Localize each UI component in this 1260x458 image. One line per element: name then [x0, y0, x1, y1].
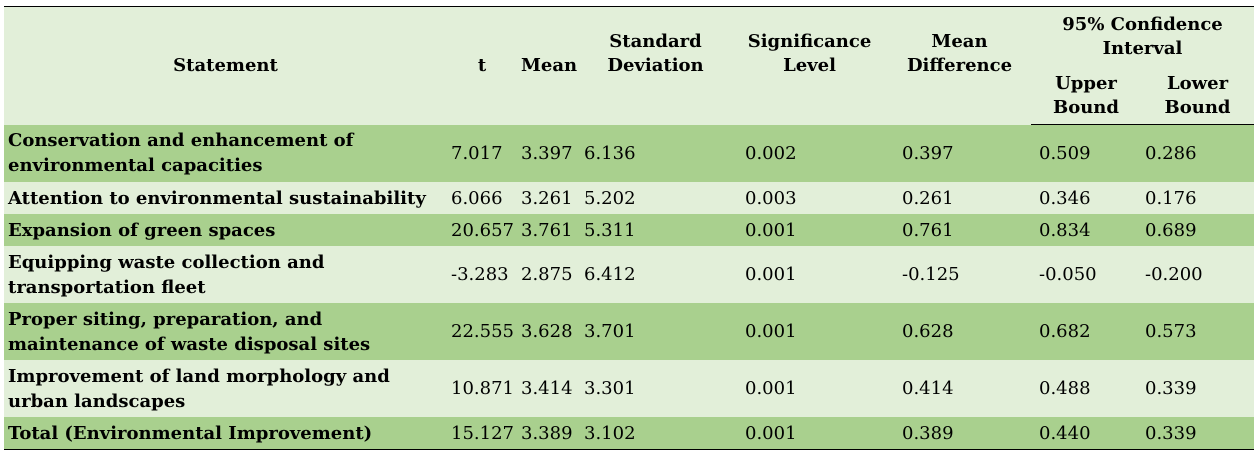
results-table-container: Statement t Mean Standard Deviation Sign… — [4, 6, 1255, 450]
header-upper-bound: Upper Bound — [1031, 67, 1141, 125]
mean-cell: 3.628 — [517, 303, 580, 360]
sd-cell: 5.202 — [580, 182, 731, 214]
sd-cell: 3.301 — [580, 360, 731, 417]
table-row: Proper siting, preparation, and maintena… — [4, 303, 1255, 360]
md-cell: 0.414 — [888, 360, 1031, 417]
mean-cell: 3.261 — [517, 182, 580, 214]
header-t: t — [447, 6, 517, 125]
lower-cell: 0.573 — [1141, 303, 1255, 360]
table-header: Statement t Mean Standard Deviation Sign… — [4, 6, 1255, 125]
mean-cell: 2.875 — [517, 246, 580, 303]
table-row: Attention to environmental sustainabilit… — [4, 182, 1255, 214]
statement-cell: Equipping waste collection and transport… — [4, 246, 447, 303]
statement-cell: Proper siting, preparation, and maintena… — [4, 303, 447, 360]
statement-cell: Conservation and enhancement of environm… — [4, 124, 447, 182]
sd-cell: 6.136 — [580, 124, 731, 182]
mean-cell: 3.761 — [517, 214, 580, 246]
sig-cell: 0.001 — [731, 417, 888, 450]
lower-cell: -0.200 — [1141, 246, 1255, 303]
upper-cell: 0.682 — [1031, 303, 1141, 360]
md-cell: 0.761 — [888, 214, 1031, 246]
table-body: Conservation and enhancement of environm… — [4, 124, 1255, 450]
md-cell: 0.397 — [888, 124, 1031, 182]
results-table: Statement t Mean Standard Deviation Sign… — [4, 6, 1255, 450]
statement-cell: Improvement of land morphology and urban… — [4, 360, 447, 417]
md-cell: -0.125 — [888, 246, 1031, 303]
mean-cell: 3.389 — [517, 417, 580, 450]
t-cell: 7.017 — [447, 124, 517, 182]
upper-cell: 0.346 — [1031, 182, 1141, 214]
header-significance-level: Significance Level — [731, 6, 888, 125]
header-lower-bound: Lower Bound — [1141, 67, 1255, 125]
table-row: Conservation and enhancement of environm… — [4, 124, 1255, 182]
sig-cell: 0.003 — [731, 182, 888, 214]
header-standard-deviation: Standard Deviation — [580, 6, 731, 125]
sd-cell: 3.701 — [580, 303, 731, 360]
md-cell: 0.628 — [888, 303, 1031, 360]
sd-cell: 6.412 — [580, 246, 731, 303]
table-row-total: Total (Environmental Improvement) 15.127… — [4, 417, 1255, 450]
statement-cell: Expansion of green spaces — [4, 214, 447, 246]
lower-cell: 0.689 — [1141, 214, 1255, 246]
t-cell: 15.127 — [447, 417, 517, 450]
upper-cell: 0.440 — [1031, 417, 1141, 450]
sd-cell: 3.102 — [580, 417, 731, 450]
lower-cell: 0.339 — [1141, 360, 1255, 417]
t-cell: 6.066 — [447, 182, 517, 214]
header-confidence-interval: 95% Confidence Interval — [1031, 6, 1255, 67]
header-mean-difference: Mean Difference — [888, 6, 1031, 125]
sig-cell: 0.001 — [731, 303, 888, 360]
sd-cell: 5.311 — [580, 214, 731, 246]
mean-cell: 3.414 — [517, 360, 580, 417]
upper-cell: 0.488 — [1031, 360, 1141, 417]
lower-cell: 0.286 — [1141, 124, 1255, 182]
upper-cell: 0.509 — [1031, 124, 1141, 182]
md-cell: 0.389 — [888, 417, 1031, 450]
upper-cell: 0.834 — [1031, 214, 1141, 246]
statement-cell: Attention to environmental sustainabilit… — [4, 182, 447, 214]
md-cell: 0.261 — [888, 182, 1031, 214]
sig-cell: 0.001 — [731, 360, 888, 417]
lower-cell: 0.176 — [1141, 182, 1255, 214]
header-statement: Statement — [4, 6, 447, 125]
t-cell: 10.871 — [447, 360, 517, 417]
statement-cell: Total (Environmental Improvement) — [4, 417, 447, 450]
table-row: Improvement of land morphology and urban… — [4, 360, 1255, 417]
t-cell: 20.657 — [447, 214, 517, 246]
upper-cell: -0.050 — [1031, 246, 1141, 303]
sig-cell: 0.001 — [731, 214, 888, 246]
mean-cell: 3.397 — [517, 124, 580, 182]
lower-cell: 0.339 — [1141, 417, 1255, 450]
sig-cell: 0.001 — [731, 246, 888, 303]
table-row: Expansion of green spaces 20.657 3.761 5… — [4, 214, 1255, 246]
t-cell: 22.555 — [447, 303, 517, 360]
table-row: Equipping waste collection and transport… — [4, 246, 1255, 303]
t-cell: -3.283 — [447, 246, 517, 303]
header-mean: Mean — [517, 6, 580, 125]
sig-cell: 0.002 — [731, 124, 888, 182]
